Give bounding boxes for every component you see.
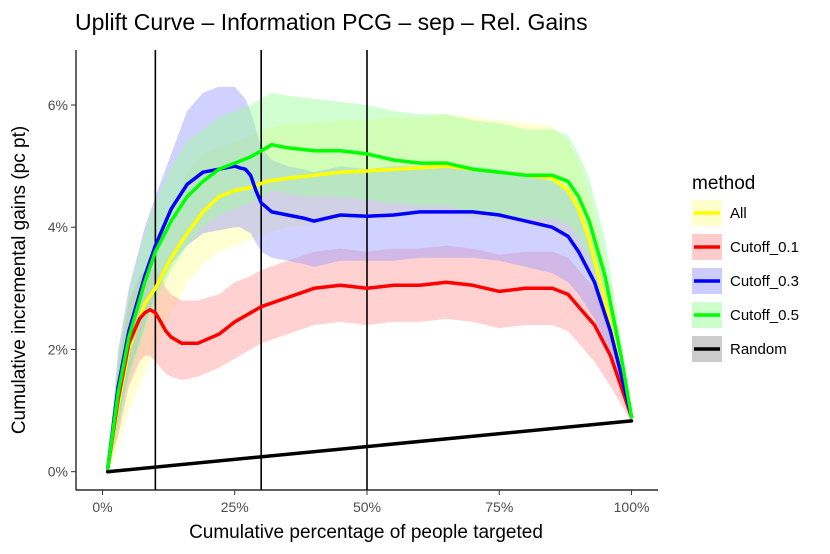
legend-title: method [692, 173, 755, 194]
series-line-all [105, 164, 634, 471]
cutoff-vertical-lines [154, 50, 368, 490]
series-lines [105, 142, 634, 474]
series-line-random [105, 419, 634, 474]
series-line-cutoff-0-3 [105, 164, 634, 471]
series-line-cutoff-0-5 [105, 142, 634, 471]
chart-title: Uplift Curve – Information PCG – sep – R… [75, 9, 588, 35]
legend-label-random: Random [730, 341, 787, 358]
y-axis-title: Cumulative incremental gains (pc pt) [9, 126, 30, 434]
series-line-cutoff-0-1 [105, 280, 634, 471]
x-tick-label: 50% [353, 499, 381, 515]
legend: method All Cutoff_0.1 Cutoff_0.3 Cutoff_0.5… [692, 173, 799, 362]
x-axis-ticks: 0% 25% 50% 75% 100% [92, 490, 649, 515]
x-tick-label: 100% [614, 499, 650, 515]
band-all [107, 114, 632, 472]
y-tick-label: 2% [48, 341, 68, 357]
x-axis-title: Cumulative percentage of people targeted [189, 522, 543, 543]
legend-label-cutoff-0-1: Cutoff_0.1 [730, 239, 799, 256]
legend-label-cutoff-0-5: Cutoff_0.5 [730, 307, 799, 324]
legend-label-cutoff-0-3: Cutoff_0.3 [730, 273, 799, 290]
x-tick-label: 25% [221, 499, 249, 515]
y-axis-ticks: 0% 2% 4% 6% [48, 97, 76, 480]
confidence-bands [107, 86, 632, 472]
x-tick-label: 75% [485, 499, 513, 515]
legend-label-all: All [730, 205, 747, 222]
band-cutoff-0-5 [107, 92, 632, 472]
band-cutoff-0-1 [107, 245, 632, 472]
band-cutoff-0-3 [107, 86, 632, 472]
y-tick-label: 0% [48, 464, 68, 480]
x-tick-label: 0% [92, 499, 112, 515]
y-tick-label: 4% [48, 219, 68, 235]
y-tick-label: 6% [48, 97, 68, 113]
